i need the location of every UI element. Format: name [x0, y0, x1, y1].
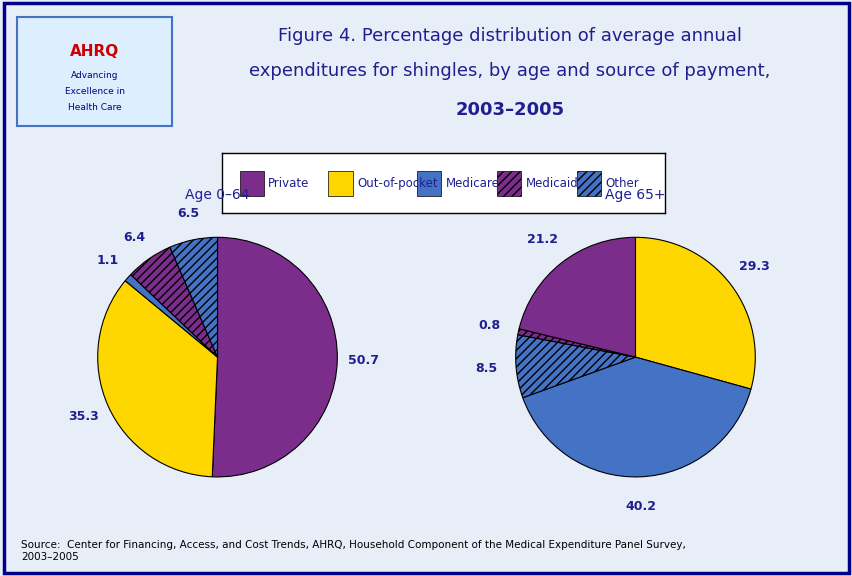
Text: 21.2: 21.2	[527, 233, 558, 246]
Text: 6.4: 6.4	[123, 231, 145, 244]
Text: Private: Private	[268, 177, 309, 190]
Title: Age 0–64: Age 0–64	[185, 188, 250, 202]
Text: expenditures for shingles, by age and source of payment,: expenditures for shingles, by age and so…	[249, 62, 770, 79]
Text: 29.3: 29.3	[739, 260, 769, 273]
Text: 6.5: 6.5	[176, 207, 199, 221]
Bar	[239, 170, 263, 196]
Text: Other: Other	[605, 177, 638, 190]
Text: 8.5: 8.5	[475, 362, 497, 376]
Text: Excellence in: Excellence in	[65, 87, 124, 96]
Bar	[496, 170, 521, 196]
Text: 35.3: 35.3	[68, 410, 99, 423]
Bar	[328, 170, 352, 196]
Wedge shape	[515, 335, 635, 397]
Bar	[17, 17, 171, 126]
Wedge shape	[98, 281, 217, 477]
Text: Advancing: Advancing	[71, 71, 118, 80]
Text: Medicare: Medicare	[446, 177, 499, 190]
Text: 0.8: 0.8	[477, 319, 499, 332]
Text: Medicaid: Medicaid	[525, 177, 578, 190]
Title: Age 65+: Age 65+	[605, 188, 665, 202]
Text: Source:  Center for Financing, Access, and Cost Trends, AHRQ, Household Componen: Source: Center for Financing, Access, an…	[21, 540, 685, 562]
Wedge shape	[125, 275, 217, 357]
Wedge shape	[170, 237, 217, 357]
Text: Figure 4. Percentage distribution of average annual: Figure 4. Percentage distribution of ave…	[278, 27, 741, 45]
Text: 1.1: 1.1	[97, 253, 119, 267]
Wedge shape	[130, 247, 217, 357]
Bar	[576, 170, 601, 196]
Wedge shape	[522, 357, 750, 477]
Wedge shape	[635, 237, 754, 389]
Text: AHRQ: AHRQ	[70, 44, 119, 59]
Text: 2003–2005: 2003–2005	[455, 101, 564, 119]
Bar	[417, 170, 440, 196]
Wedge shape	[519, 237, 635, 357]
Wedge shape	[517, 329, 635, 357]
Text: 40.2: 40.2	[625, 501, 656, 513]
Text: Out-of-pocket: Out-of-pocket	[357, 177, 437, 190]
Wedge shape	[212, 237, 337, 477]
Text: Health Care: Health Care	[68, 103, 121, 112]
Text: 50.7: 50.7	[348, 354, 378, 367]
